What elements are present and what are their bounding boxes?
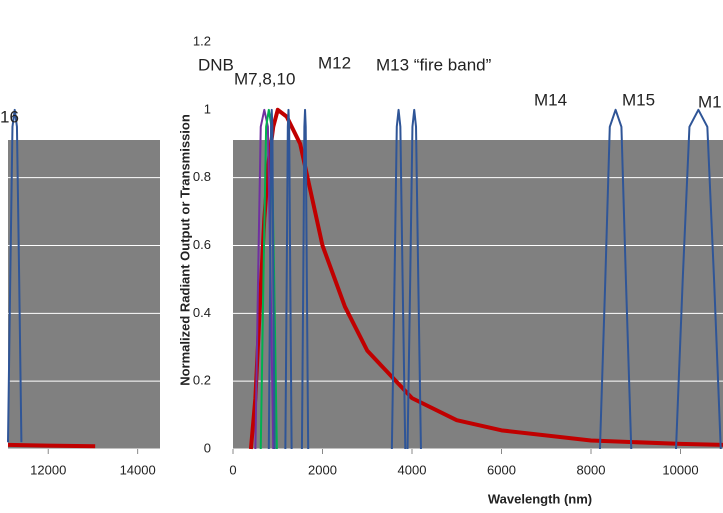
series-line — [267, 108, 276, 450]
annotation: M15 — [622, 90, 655, 109]
x-tick-label: 12000 — [30, 462, 66, 477]
annotation: 16 — [0, 107, 19, 126]
x-tick-label: 10000 — [662, 462, 698, 477]
y-tick-label: 0.4 — [193, 305, 211, 320]
annotation: DNB — [198, 55, 234, 74]
series-line — [598, 108, 633, 450]
y-axis-label: Normalized Radiant Output or Transmissio… — [177, 114, 192, 386]
plot-area — [233, 140, 723, 449]
series-line — [7, 108, 23, 443]
y-tick-label: 0.6 — [193, 237, 211, 252]
x-axis-label: Wavelength (nm) — [488, 491, 592, 506]
annotation: M1 — [698, 92, 722, 111]
annotation: M12 — [318, 53, 351, 72]
x-tick-label: 0 — [229, 462, 236, 477]
series-line — [675, 108, 722, 450]
plot-area — [8, 140, 160, 449]
y-tick-label: 0 — [204, 440, 211, 455]
series-line — [7, 442, 96, 449]
x-tick-label: 2000 — [308, 462, 337, 477]
x-tick-label: 6000 — [487, 462, 516, 477]
annotation: M7,8,10 — [234, 69, 295, 88]
x-tick-label: 14000 — [120, 462, 156, 477]
annotation: M13 “fire band” — [376, 55, 492, 74]
series-line — [284, 108, 293, 450]
annotation: M14 — [534, 90, 567, 109]
x-tick-label: 4000 — [398, 462, 427, 477]
x-tick-label: 8000 — [577, 462, 606, 477]
y-tick-label: 1 — [204, 101, 211, 116]
y-tick-label: 0.8 — [193, 169, 211, 184]
series-line — [406, 108, 422, 450]
y-tick-label: 1.2 — [193, 33, 211, 48]
series-line — [390, 108, 407, 450]
y-tick-label: 0.2 — [193, 373, 211, 388]
series-line — [300, 108, 310, 450]
